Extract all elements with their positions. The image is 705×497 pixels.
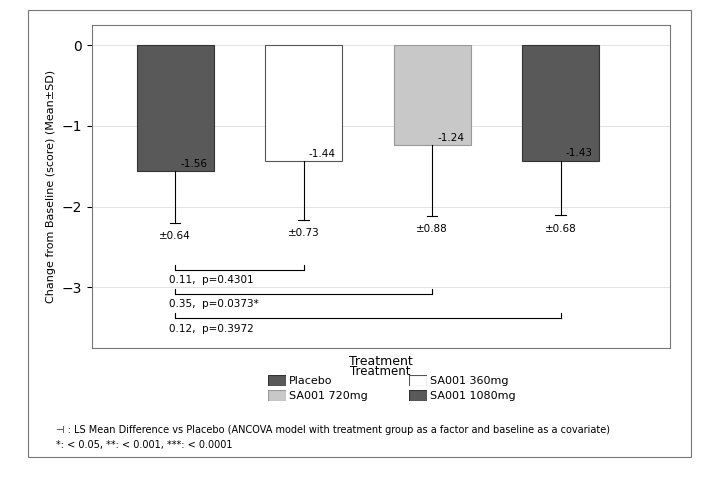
Text: *: < 0.05, **: < 0.001, ***: < 0.0001: *: < 0.05, **: < 0.001, ***: < 0.0001 (56, 440, 233, 450)
Y-axis label: Change from Baseline (score) (Mean±SD): Change from Baseline (score) (Mean±SD) (46, 70, 56, 303)
Bar (265, 45, 342, 162)
Text: ±0.88: ±0.88 (416, 224, 448, 234)
Text: ±0.73: ±0.73 (288, 229, 319, 239)
Bar (393, 45, 471, 145)
Text: SA001 360mg: SA001 360mg (430, 376, 508, 386)
Text: SA001 1080mg: SA001 1080mg (430, 391, 515, 401)
Bar (522, 45, 599, 161)
Text: Placebo: Placebo (289, 376, 333, 386)
Text: ⊣ : LS Mean Difference vs Placebo (ANCOVA model with treatment group as a factor: ⊣ : LS Mean Difference vs Placebo (ANCOV… (56, 425, 611, 435)
Text: -1.43: -1.43 (565, 148, 593, 158)
Text: Treatment: Treatment (350, 365, 411, 378)
Text: -1.44: -1.44 (309, 149, 336, 159)
Text: SA001 720mg: SA001 720mg (289, 391, 368, 401)
Text: 0.12,  p=0.3972: 0.12, p=0.3972 (168, 324, 254, 333)
Text: -1.24: -1.24 (437, 133, 464, 143)
Bar (137, 45, 214, 171)
Text: 0.35,  p=0.0373*: 0.35, p=0.0373* (168, 299, 259, 310)
Text: -1.56: -1.56 (180, 159, 207, 168)
Text: ±0.64: ±0.64 (159, 231, 191, 241)
Text: 0.11,  p=0.4301: 0.11, p=0.4301 (168, 275, 253, 285)
Text: ±0.68: ±0.68 (545, 224, 577, 234)
Text: Treatment: Treatment (349, 355, 412, 368)
